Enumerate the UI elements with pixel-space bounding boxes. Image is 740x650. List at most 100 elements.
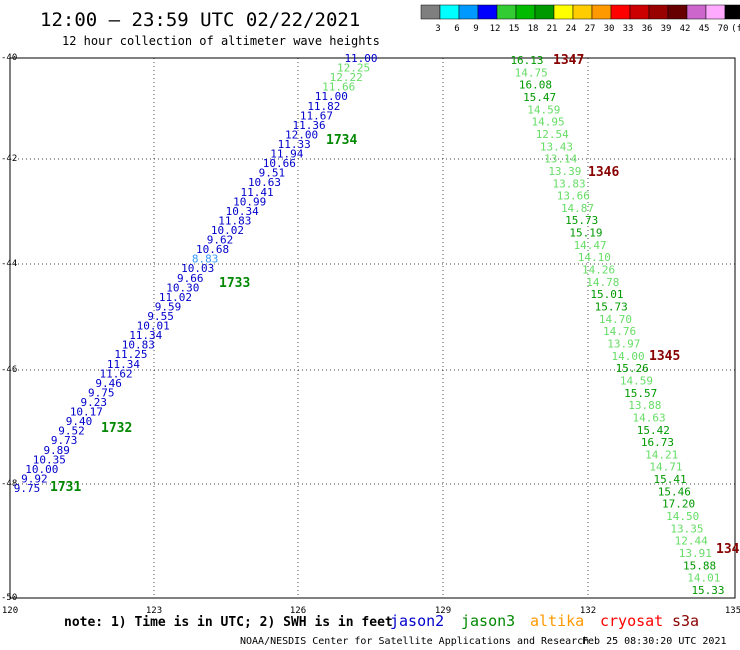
scale-swatch xyxy=(515,4,536,20)
scale-label: 12 xyxy=(490,24,501,34)
wave-height-value: 11.02 xyxy=(159,291,192,304)
scale-swatch xyxy=(686,4,707,20)
wave-height-value: 15.01 xyxy=(590,288,623,301)
wave-height-value: 16.73 xyxy=(641,436,674,449)
wave-height-value: 9.23 xyxy=(81,396,108,409)
pass-number-label: 1347 xyxy=(553,53,584,68)
wave-height-value: 15.73 xyxy=(595,301,628,314)
wave-height-value: 15.19 xyxy=(569,227,602,240)
scale-label: 42 xyxy=(680,24,691,34)
pass-number-labels: 1734 1733 1732 1731 1347 1346 1345 134 xyxy=(50,53,740,557)
wave-height-value: 9.46 xyxy=(95,377,122,390)
pass-number-label: 1733 xyxy=(219,276,250,291)
scale-label: 18 xyxy=(528,24,539,34)
wave-height-value: 11.82 xyxy=(307,100,340,113)
wave-height-value: 8.83 xyxy=(192,253,219,266)
lat-tick-label: -46 xyxy=(1,365,17,375)
wave-height-value: 14.21 xyxy=(645,448,678,461)
wave-height-value: 14.50 xyxy=(666,510,699,523)
wave-height-value: 10.99 xyxy=(233,195,266,208)
scale-label: 39 xyxy=(661,24,672,34)
wave-height-value: 9.59 xyxy=(155,300,182,313)
wave-height-value: 13.35 xyxy=(670,522,703,535)
wave-height-value: 11.34 xyxy=(107,358,140,371)
wave-height-value: 15.41 xyxy=(654,473,687,486)
map-subtitle: 12 hour collection of altimeter wave hei… xyxy=(62,34,380,48)
scale-swatch xyxy=(629,4,650,20)
scale-label: 45 xyxy=(699,24,710,34)
wave-height-value: 14.10 xyxy=(578,251,611,264)
scale-label: 33 xyxy=(623,24,634,34)
wave-height-value: 11.33 xyxy=(278,138,311,151)
wave-height-value: 16.08 xyxy=(519,79,552,92)
scale-swatch xyxy=(705,4,726,20)
wave-height-value: 11.94 xyxy=(270,148,303,161)
wave-height-value: 13.66 xyxy=(557,190,590,203)
pass-number-label: 134 xyxy=(716,542,740,557)
scale-swatch xyxy=(610,4,631,20)
scale-label: 27 xyxy=(585,24,596,34)
credit-text: NOAA/NESDIS Center for Satellite Applica… xyxy=(240,636,589,647)
wave-height-value: 15.42 xyxy=(637,424,670,437)
wave-height-value: 14.01 xyxy=(687,572,720,585)
map-frame xyxy=(9,57,736,599)
wave-height-value: 13.39 xyxy=(548,165,581,178)
wave-height-value: 10.68 xyxy=(196,243,229,256)
wave-height-value: 13.91 xyxy=(679,547,712,560)
lon-tick-label: 120 xyxy=(2,606,18,616)
wave-height-value: 15.46 xyxy=(658,485,691,498)
wave-height-value: 14.87 xyxy=(561,202,594,215)
lat-lon-grid xyxy=(10,58,735,598)
scale-swatch xyxy=(420,4,441,20)
scale-swatch xyxy=(553,4,574,20)
wave-height-value: 9.62 xyxy=(207,234,234,247)
wave-height-value: 11.25 xyxy=(114,348,147,361)
wave-height-value: 9.66 xyxy=(177,272,204,285)
wave-height-value: 11.41 xyxy=(241,186,274,199)
wave-height-value: 14.70 xyxy=(599,313,632,326)
wave-height-value: 14.95 xyxy=(531,116,564,129)
scale-label: 30 xyxy=(604,24,615,34)
satellite-legend: jason2 jason3 altika cryosat s3a xyxy=(390,612,699,630)
lat-tick-label: -50 xyxy=(1,593,17,603)
wave-height-value: 9.40 xyxy=(66,415,93,428)
wave-height-value: 15.73 xyxy=(565,214,598,227)
wave-height-value: 17.20 xyxy=(662,498,695,511)
east-track-values: 16.1314.7516.0815.4714.5914.9512.5413.43… xyxy=(510,54,724,597)
wave-height-value: 10.00 xyxy=(25,463,58,476)
wave-height-value: 15.33 xyxy=(691,584,724,597)
wave-height-value: 15.47 xyxy=(523,91,556,104)
wave-height-value: 12.00 xyxy=(285,128,318,141)
scale-label: 15 xyxy=(509,24,520,34)
scale-swatch xyxy=(477,4,498,20)
lat-tick-label: -42 xyxy=(1,154,17,164)
wave-height-value: 14.59 xyxy=(620,374,653,387)
lon-tick-label: 126 xyxy=(290,606,306,616)
wave-height-value: 11.83 xyxy=(218,214,251,227)
lon-tick-label: 129 xyxy=(435,606,451,616)
lat-tick-label: -40 xyxy=(1,53,17,63)
wave-height-value: 14.47 xyxy=(574,239,607,252)
scale-swatch xyxy=(667,4,688,20)
wave-height-value: 9.55 xyxy=(147,310,174,323)
lon-tick-label: 123 xyxy=(146,606,162,616)
pass-number-label: 1734 xyxy=(326,133,357,148)
wave-height-value: 14.75 xyxy=(515,66,548,79)
wave-height-value: 13.14 xyxy=(544,153,577,166)
scale-swatch xyxy=(724,4,740,20)
wave-height-value: 16.13 xyxy=(510,54,543,67)
wave-height-value: 11.66 xyxy=(322,81,355,94)
wave-height-value: 10.63 xyxy=(248,176,281,189)
wave-height-value: 10.34 xyxy=(226,205,259,218)
wave-height-value: 13.88 xyxy=(628,399,661,412)
pass-number-label: 1732 xyxy=(101,421,132,436)
wave-height-value: 15.57 xyxy=(624,387,657,400)
scale-swatch xyxy=(496,4,517,20)
wave-height-value: 13.83 xyxy=(553,177,586,190)
wave-height-value: 13.43 xyxy=(540,140,573,153)
wave-height-value: 9.92 xyxy=(21,472,48,485)
pass-number-label: 1345 xyxy=(649,349,680,364)
scale-label: 9 xyxy=(473,24,478,34)
